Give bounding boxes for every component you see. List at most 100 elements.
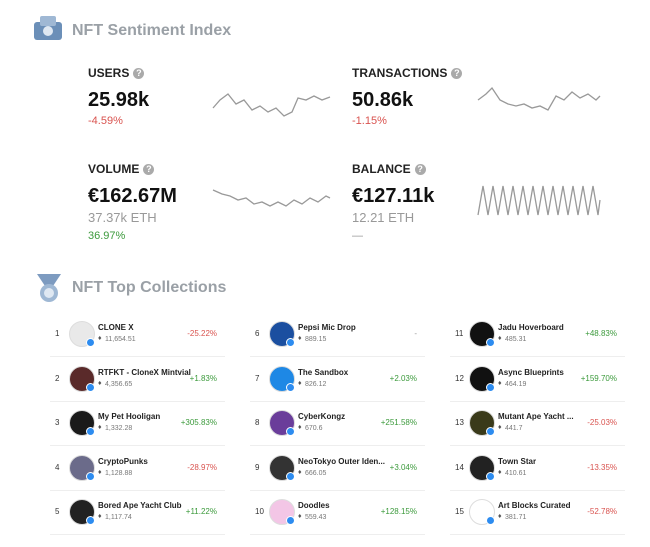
collection-change: -25.03% — [587, 418, 617, 427]
collection-row[interactable]: 9 NeoTokyo Outer Iden... ♦ 666.05 +3.04% — [250, 452, 425, 492]
eth-icon: ♦ — [298, 379, 302, 387]
collection-name: Town Star — [498, 456, 537, 466]
help-icon[interactable]: ? — [451, 68, 463, 79]
verified-badge — [86, 471, 95, 481]
collection-name: CLONE X — [98, 323, 134, 332]
collection-name: CyberKongz — [298, 412, 346, 421]
collection-row[interactable]: 12 Async Blueprints ♦ 464.19 +159.70% — [450, 363, 625, 403]
collection-value: 826.12 — [305, 380, 327, 388]
collection-change: +159.70% — [580, 373, 617, 383]
avatar — [269, 321, 295, 347]
verified-badge — [286, 382, 295, 392]
collection-value: 11,654.51 — [105, 336, 136, 343]
collection-value: 4,356.65 — [105, 380, 133, 388]
metric-sub: 12.21 ETH — [352, 210, 415, 225]
rank: 6 — [255, 329, 260, 338]
help-icon[interactable]: ? — [414, 164, 426, 175]
row-separator — [450, 445, 625, 446]
verified-badge — [486, 427, 495, 436]
collection-value: 381.71 — [505, 514, 527, 521]
collection-change: +48.83% — [585, 329, 617, 338]
row-separator — [50, 400, 225, 402]
row-separator — [450, 534, 625, 535]
row-separator — [250, 534, 425, 535]
avatar — [69, 410, 95, 436]
collection-row[interactable]: 3 My Pet Hooligan ♦ 1,332.28 +305.83% — [50, 407, 225, 447]
verified-badge — [86, 382, 95, 392]
collection-value: 441.7 — [505, 425, 523, 432]
rank: 9 — [255, 462, 260, 472]
metric-label: TRANSACTIONS? — [352, 66, 463, 80]
collection-change: +2.03% — [389, 373, 417, 383]
collections-icon — [37, 274, 61, 302]
verified-badge — [286, 471, 295, 481]
help-icon[interactable]: ? — [143, 164, 155, 175]
collection-name: CryptoPunks — [98, 456, 148, 466]
rank: 8 — [255, 418, 260, 427]
collection-value: 670.6 — [305, 425, 323, 432]
collection-name: Jadu Hoverboard — [498, 323, 564, 332]
row-separator — [450, 489, 625, 491]
avatar — [469, 454, 495, 481]
metric-change: -1.15% — [352, 115, 387, 127]
row-separator — [50, 489, 225, 491]
rank: 5 — [55, 507, 60, 516]
verified-badge — [486, 516, 495, 525]
collection-row[interactable]: 6 Pepsi Mic Drop ♦ 889.15 - — [250, 318, 425, 358]
collection-row[interactable]: 11 Jadu Hoverboard ♦ 485.31 +48.83% — [450, 318, 625, 358]
eth-icon: ♦ — [298, 424, 302, 431]
row-separator — [250, 356, 425, 357]
collection-change: - — [414, 329, 417, 338]
collection-value: 410.61 — [505, 469, 527, 477]
row-separator — [50, 445, 225, 446]
avatar — [69, 321, 95, 347]
collection-row[interactable]: 2 RTFKT - CloneX Mintvial ♦ 4,356.65 +1.83% — [50, 363, 225, 403]
collection-change: +3.04% — [389, 462, 417, 472]
collection-value: 1,332.28 — [105, 425, 133, 432]
eth-icon: ♦ — [98, 379, 102, 387]
rank: 1 — [55, 329, 60, 338]
rank: 3 — [55, 418, 60, 427]
metric-value: 50.86k — [352, 89, 414, 111]
collection-row[interactable]: 14 Town Star ♦ 410.61 -13.35% — [450, 452, 625, 492]
collection-row[interactable]: 8 CyberKongz ♦ 670.6 +251.58% — [250, 407, 425, 447]
row-separator — [250, 489, 425, 491]
collection-row[interactable]: 13 Mutant Ape Yacht ... ♦ 441.7 -25.03% — [450, 407, 625, 447]
avatar — [69, 365, 95, 392]
metric-value: 25.98k — [88, 89, 150, 111]
avatar — [269, 499, 295, 525]
collection-row[interactable]: 7 The Sandbox ♦ 826.12 +2.03% — [250, 363, 425, 403]
eth-icon: ♦ — [298, 335, 302, 342]
avatar — [269, 365, 295, 392]
eth-icon: ♦ — [98, 468, 102, 476]
help-icon[interactable]: ? — [133, 68, 145, 79]
collection-change: +305.83% — [180, 418, 217, 427]
verified-badge — [286, 338, 295, 347]
collection-row[interactable]: 15 Art Blocks Curated ♦ 381.71 -52.78% — [450, 496, 625, 536]
verified-badge — [86, 338, 95, 347]
metric-sub: 37.37k ETH — [88, 210, 157, 225]
rank: 2 — [55, 373, 60, 383]
metric-change: — — [352, 230, 363, 242]
rank: 11 — [455, 329, 464, 338]
collection-name: Bored Ape Yacht Club — [98, 501, 182, 510]
eth-icon: ♦ — [498, 379, 502, 387]
collection-row[interactable]: 10 Doodles ♦ 559.43 +128.15% — [250, 496, 425, 536]
sentiment-icon — [34, 16, 62, 40]
row-separator — [450, 356, 625, 357]
metric-change: 36.97% — [88, 230, 126, 242]
collection-change: -25.22% — [187, 329, 217, 338]
verified-badge — [86, 427, 95, 436]
collection-change: +11.22% — [185, 507, 217, 516]
eth-icon: ♦ — [98, 335, 102, 342]
collection-row[interactable]: 1 CLONE X ♦ 11,654.51 -25.22% — [50, 318, 225, 358]
eth-icon: ♦ — [498, 335, 502, 342]
row-separator — [450, 400, 625, 402]
collection-row[interactable]: 4 CryptoPunks ♦ 1,128.88 -28.97% — [50, 452, 225, 492]
collection-name: NeoTokyo Outer Iden... — [298, 456, 385, 466]
eth-icon: ♦ — [98, 513, 102, 520]
avatar — [469, 499, 495, 525]
collection-row[interactable]: 5 Bored Ape Yacht Club ♦ 1,117.74 +11.22% — [50, 496, 225, 536]
collection-name: Mutant Ape Yacht ... — [498, 412, 574, 421]
collection-change: -52.78% — [587, 507, 617, 516]
